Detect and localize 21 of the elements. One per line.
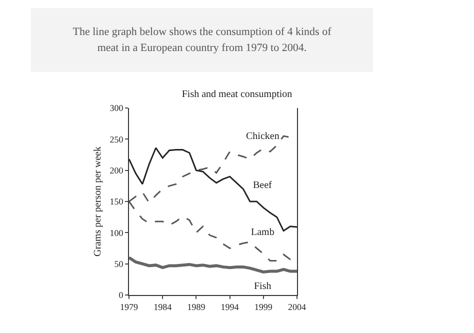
series-label: Beef <box>253 180 273 191</box>
line-series <box>129 256 297 274</box>
y-axis-title: Grams per person per week <box>92 146 104 256</box>
x-tick-label: 1984 <box>154 302 172 312</box>
y-tick-label: 50 <box>114 258 124 269</box>
chart-title: Fish and meat consumption <box>182 89 292 100</box>
series-label: Fish <box>254 281 272 292</box>
y-tick-label: 100 <box>110 228 124 238</box>
y-tick-label: 250 <box>110 134 124 144</box>
y-tick-label: 200 <box>110 165 124 176</box>
y-tick-label: 300 <box>110 103 124 114</box>
y-tick-label: 150 <box>110 196 124 207</box>
x-tick-label: 1994 <box>220 302 240 312</box>
series-label: Lamb <box>251 227 274 238</box>
y-tick-label: 0 <box>118 290 124 300</box>
series-label: Chicken <box>246 131 280 142</box>
x-tick-label: 2004 <box>288 302 306 312</box>
text: The line graph below shows the consumption of 4 kinds of meat in a European country from 1979 to 2004. <box>31 8 373 72</box>
x-tick-label: 1999 <box>254 302 273 312</box>
x-tick-label: 1989 <box>187 302 206 312</box>
x-tick-label: 1979 <box>120 302 138 312</box>
